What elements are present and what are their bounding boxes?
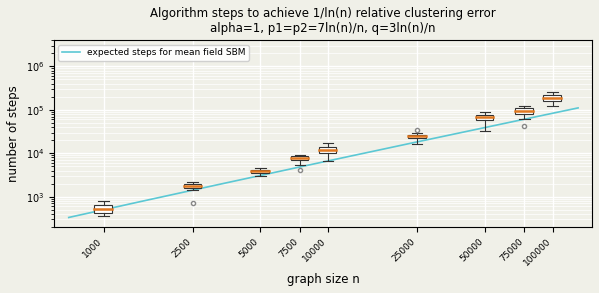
Bar [291, 156, 308, 160]
Line: expected steps for mean field SBM: expected steps for mean field SBM [69, 108, 578, 217]
Bar [94, 205, 112, 213]
Bar [184, 184, 201, 188]
X-axis label: graph size n: graph size n [286, 273, 359, 286]
expected steps for mean field SBM [368, 150, 376, 153]
Bar [543, 95, 561, 101]
Bar [408, 134, 426, 138]
expected steps for mean field SBM [377, 148, 384, 151]
Bar [251, 170, 269, 173]
expected steps for mean field SBM [494, 123, 501, 127]
Title: Algorithm steps to achieve 1/ln(n) relative clustering error
alpha=1, p1=p2=7ln(: Algorithm steps to achieve 1/ln(n) relat… [150, 7, 496, 35]
expected steps for mean field SBM [574, 106, 582, 110]
Bar [476, 115, 494, 120]
Bar [515, 108, 533, 114]
expected steps for mean field SBM [527, 116, 534, 120]
expected steps for mean field SBM [367, 150, 374, 154]
Legend: expected steps for mean field SBM: expected steps for mean field SBM [58, 45, 249, 61]
expected steps for mean field SBM [65, 216, 72, 219]
Y-axis label: number of steps: number of steps [7, 85, 20, 182]
Bar [319, 147, 337, 153]
expected steps for mean field SBM [67, 215, 74, 219]
